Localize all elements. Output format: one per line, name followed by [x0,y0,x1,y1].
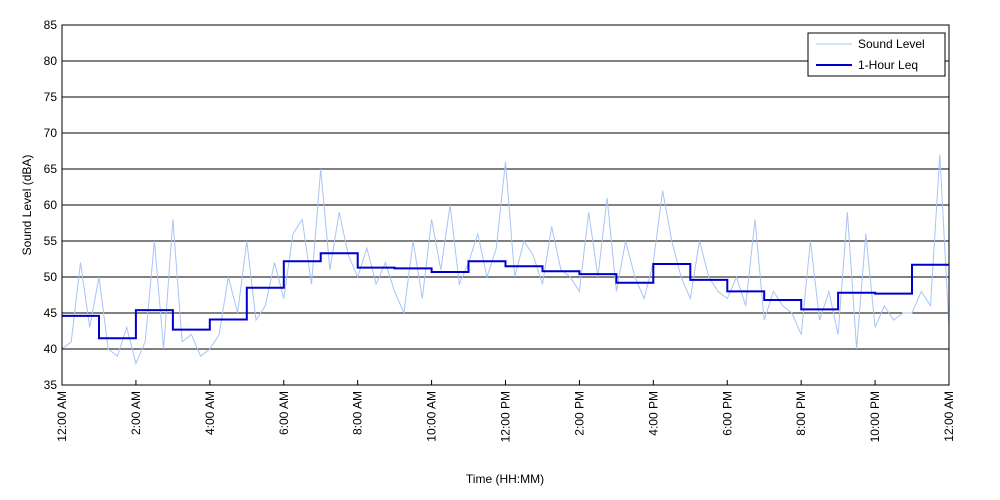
y-tick-label: 35 [44,378,58,392]
y-tick-label: 55 [44,234,58,248]
x-tick-label: 10:00 PM [868,391,882,442]
y-axis: 35 40 45 50 55 60 65 70 75 80 85 [44,18,67,392]
x-tick-label: 12:00 AM [55,391,69,442]
x-axis-title: Time (HH:MM) [466,472,544,486]
legend: Sound Level 1-Hour Leq [807,32,946,77]
y-tick-label: 45 [44,306,58,320]
legend-box [807,32,946,77]
series-line-1-hour-leq [62,252,949,340]
y-tick-label: 60 [44,198,58,212]
series-line-sound-level [61,154,950,365]
y-tick-label: 85 [44,18,58,32]
legend-label-1-hour-leq: 1-Hour Leq [858,58,918,72]
y-axis-title: Sound Level (dBA) [20,155,34,256]
x-tick-label: 10:00 AM [425,391,439,442]
x-tick-label: 12:00 AM [942,391,956,442]
x-tick-label: 2:00 PM [572,391,586,436]
y-tick-label: 40 [44,342,58,356]
legend-label-sound-level: Sound Level [858,37,925,51]
y-tick-label: 65 [44,162,58,176]
x-axis: 12:00 AM 2:00 AM 4:00 AM 6:00 AM 8:00 AM 10:0… [55,380,956,442]
x-tick-label: 2:00 AM [129,391,143,435]
series-layer [61,154,950,365]
x-tick-label: 4:00 AM [203,391,217,435]
y-tick-label: 50 [44,270,58,284]
y-tick-label: 80 [44,54,58,68]
x-tick-label: 6:00 PM [720,391,734,436]
plot-area [61,24,950,386]
x-tick-label: 6:00 AM [277,391,291,435]
x-tick-label: 4:00 PM [646,391,660,436]
x-tick-label: 8:00 AM [351,391,365,435]
x-tick-label: 12:00 PM [499,391,513,442]
y-tick-label: 70 [44,126,58,140]
x-tick-label: 8:00 PM [794,391,808,436]
y-tick-label: 75 [44,90,58,104]
